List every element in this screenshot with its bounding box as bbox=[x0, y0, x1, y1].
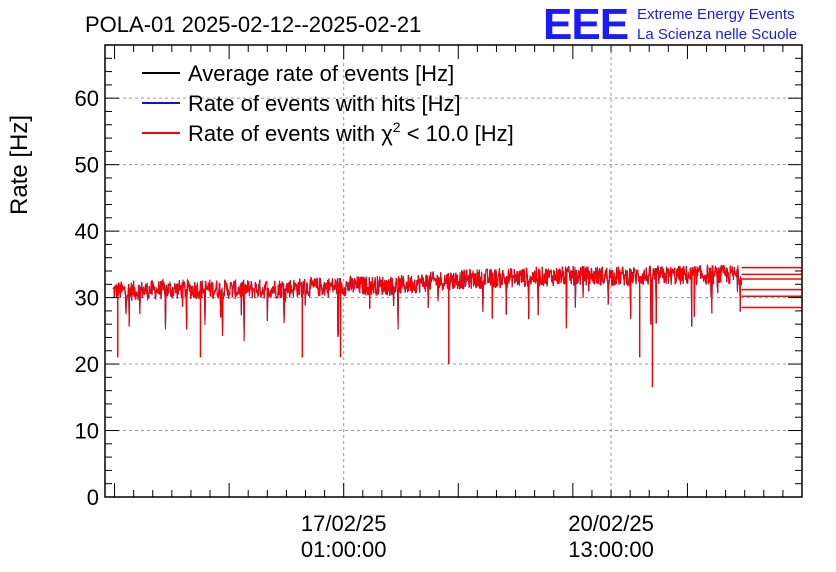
x-tick-label-date: 20/02/25 bbox=[568, 511, 654, 536]
y-tick-label: 50 bbox=[75, 153, 99, 178]
legend: Average rate of events [Hz] Rate of event… bbox=[142, 61, 514, 146]
series-line-chi2 bbox=[112, 263, 743, 342]
y-tick-label: 30 bbox=[75, 286, 99, 311]
y-tick-label: 10 bbox=[75, 419, 99, 444]
chart-title: POLA-01 2025-02-12--2025-02-21 bbox=[85, 12, 421, 37]
y-tick-label: 20 bbox=[75, 352, 99, 377]
eee-logo: EEE bbox=[543, 0, 628, 49]
y-axis-label: Rate [Hz] bbox=[6, 115, 33, 215]
y-tick-label: 40 bbox=[75, 219, 99, 244]
legend-label: Average rate of events [Hz] bbox=[188, 61, 454, 86]
legend-label: Rate of events with χ2 < 10.0 [Hz] bbox=[188, 119, 514, 146]
y-tick-label: 0 bbox=[87, 485, 99, 510]
x-tick-label-time: 13:00:00 bbox=[568, 537, 654, 562]
legend-label: Rate of events with hits [Hz] bbox=[188, 91, 461, 116]
x-tick-label-date: 17/02/25 bbox=[301, 511, 387, 536]
data-series bbox=[112, 263, 802, 388]
logo-line-2: La Scienza nelle Scuole bbox=[637, 26, 797, 43]
grid bbox=[105, 45, 802, 497]
x-tick-label-time: 01:00:00 bbox=[301, 537, 387, 562]
y-tick-label: 60 bbox=[75, 86, 99, 111]
logo-line-1: Extreme Energy Events bbox=[637, 6, 795, 23]
